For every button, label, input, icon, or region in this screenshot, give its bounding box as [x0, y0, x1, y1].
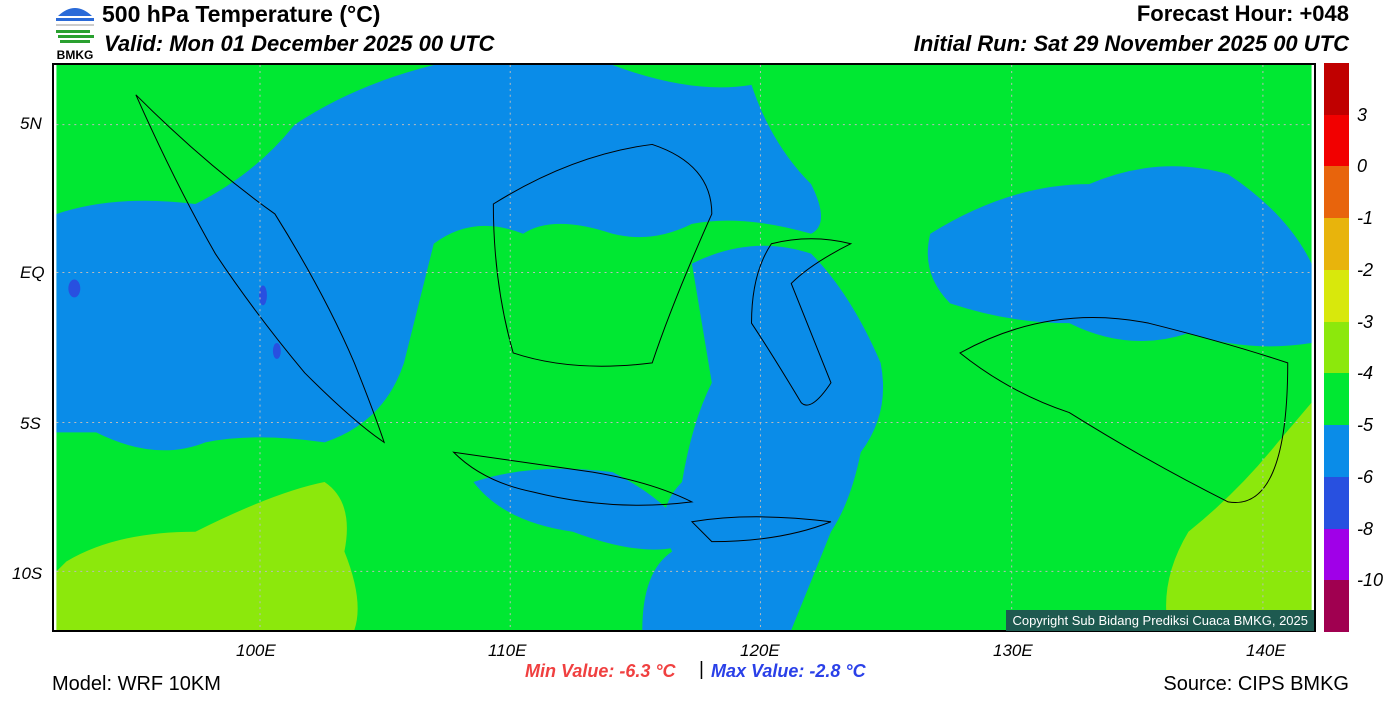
colorbar-label: -1 [1357, 208, 1374, 229]
lon-label: 110E [488, 641, 527, 660]
forecast-hour: Forecast Hour: +048 [1136, 1, 1349, 26]
colorbar-segment [1324, 373, 1349, 426]
colder-regions [56, 65, 1312, 630]
stats-separator: | [699, 659, 704, 680]
colorbar-segment [1324, 528, 1349, 581]
lon-label: 120E [740, 641, 780, 660]
colorbar-segment [1324, 476, 1349, 529]
colorbar-segment [1324, 425, 1349, 478]
max-value: Max Value: -2.8 °C [711, 661, 866, 681]
colorbar-label: -10 [1357, 570, 1384, 591]
colorbar-segment [1324, 269, 1349, 322]
lat-label: 5S [20, 414, 41, 433]
colorbar-segment [1324, 218, 1349, 271]
svg-text:BMKG: BMKG [57, 48, 94, 60]
lat-label: 5N [20, 114, 42, 133]
bmkg-logo: BMKG [52, 2, 98, 62]
min-value: Min Value: -6.3 °C [525, 661, 676, 681]
lat-label: EQ [20, 263, 45, 282]
colorbar-segment [1324, 166, 1349, 219]
colorbar-label: -3 [1357, 311, 1374, 332]
colorbar-label: -4 [1357, 363, 1374, 384]
coldest-spots [68, 279, 281, 359]
colorbar-label: -2 [1357, 259, 1374, 280]
initial-run: Initial Run: Sat 29 November 2025 00 UTC [913, 31, 1349, 56]
warmer-regions [56, 402, 1312, 630]
colorbar-label: -8 [1357, 518, 1374, 539]
valid-time: Valid: Mon 01 December 2025 00 UTC [104, 31, 495, 56]
colorbar-segment [1324, 63, 1349, 115]
colorbar-segment [1324, 114, 1349, 167]
lon-label: 140E [1246, 641, 1286, 660]
lon-label: 130E [993, 641, 1033, 660]
temperature-map [52, 63, 1316, 632]
gridlines [56, 65, 1312, 630]
chart-title: 500 hPa Temperature (°C) [102, 1, 381, 27]
colorbar-label: -5 [1357, 415, 1374, 436]
colorbar-segment [1324, 580, 1349, 633]
colorbar-label: 3 [1357, 104, 1368, 125]
source-label: Source: CIPS BMKG [1163, 673, 1349, 695]
colorbar-segment [1324, 321, 1349, 374]
copyright-notice: Copyright Sub Bidang Prediksi Cuaca BMKG… [1006, 610, 1314, 631]
colorbar-label: -6 [1357, 466, 1374, 487]
coastlines [135, 94, 1289, 543]
lon-label: 100E [236, 641, 276, 660]
model-label: Model: WRF 10KM [52, 673, 221, 695]
lat-label: 10S [12, 564, 43, 583]
colorbar-label: 0 [1357, 156, 1368, 177]
